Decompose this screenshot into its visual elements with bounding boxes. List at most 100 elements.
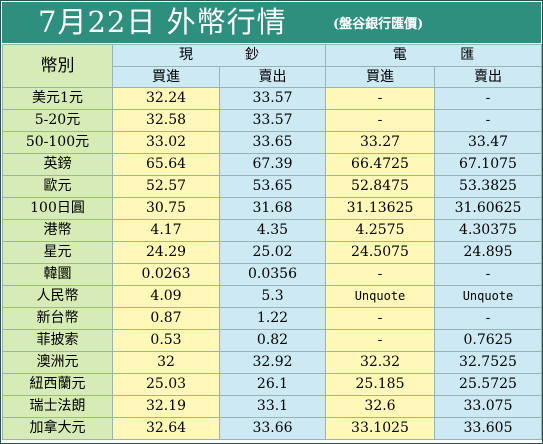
- cash-sell-cell: 33.65: [219, 131, 326, 154]
- currency-name: 澳洲元: [2, 351, 113, 374]
- cash-sell-cell: 5.3: [219, 285, 326, 308]
- wire-header-char-2: 匯: [460, 47, 475, 63]
- table-row: 人民幣 4.09 5.3 Unquote Unquote: [2, 285, 542, 308]
- cash-buy-cell: 24.29: [112, 241, 220, 264]
- currency-name: 加拿大元: [2, 417, 113, 440]
- wire-sell-cell: -: [434, 87, 542, 110]
- currency-name: 人民幣: [2, 285, 113, 308]
- cash-sell-cell: 33.57: [219, 109, 326, 132]
- currency-name: 新台幣: [2, 307, 113, 330]
- cash-sell-cell: 67.39: [219, 153, 326, 176]
- cash-buy-cell: 0.0263: [112, 263, 220, 286]
- cash-group-header: 現 鈔: [112, 44, 326, 67]
- wire-sell-cell: Unquote: [434, 285, 542, 308]
- cash-buy-cell: 30.75: [112, 197, 220, 220]
- cash-buy-cell: 4.17: [112, 219, 220, 242]
- cash-header-char-1: 現: [179, 47, 193, 63]
- currency-header: 幣別: [2, 44, 113, 88]
- wire-buy-cell: 33.27: [325, 131, 435, 154]
- cash-sell-cell: 0.0356: [219, 263, 326, 286]
- cash-buy-cell: 32.19: [112, 395, 220, 418]
- wire-buy-cell: -: [325, 329, 435, 352]
- table-row: 港幣 4.17 4.35 4.2575 4.30375: [2, 219, 542, 242]
- wire-buy-cell: -: [325, 87, 435, 110]
- cash-buy-cell: 32.58: [112, 109, 220, 132]
- currency-name: 紐西蘭元: [2, 373, 113, 396]
- wire-buy-cell: 32.6: [325, 395, 435, 418]
- wire-sell-cell: -: [434, 307, 542, 330]
- wire-buy-cell: -: [325, 109, 435, 132]
- cash-buy-cell: 32: [112, 351, 220, 374]
- cash-sell-cell: 53.65: [219, 175, 326, 198]
- wire-sell-cell: 33.075: [434, 395, 542, 418]
- cash-sell-cell: 4.35: [219, 219, 326, 242]
- cash-sell-cell: 32.92: [219, 351, 326, 374]
- table-row: 澳洲元 32 32.92 32.32 32.7525: [2, 351, 542, 374]
- wire-buy-cell: 32.32: [325, 351, 435, 374]
- wire-sell-cell: 0.7625: [434, 329, 542, 352]
- cash-buy-header: 買進: [112, 66, 220, 88]
- table-row: 紐西蘭元 25.03 26.1 25.185 25.5725: [2, 373, 542, 396]
- wire-sell-cell: 32.7525: [434, 351, 542, 374]
- wire-sell-cell: 25.5725: [434, 373, 542, 396]
- currency-name: 5-20元: [2, 109, 113, 132]
- header-row-groups: 幣別 現 鈔 電 匯: [2, 44, 542, 88]
- cash-buy-cell: 0.53: [112, 329, 220, 352]
- wire-buy-cell: 24.5075: [325, 241, 435, 264]
- wire-sell-cell: 31.60625: [434, 197, 542, 220]
- table-row: 100日圓 30.75 31.68 31.13625 31.60625: [2, 197, 542, 220]
- wire-sell-cell: -: [434, 263, 542, 286]
- currency-name: 港幣: [2, 219, 113, 242]
- cash-sell-cell: 0.82: [219, 329, 326, 352]
- cash-sell-cell: 33.57: [219, 87, 326, 110]
- table-row: 韓圜 0.0263 0.0356- -: [2, 263, 542, 286]
- header-row-columns: 買進 賣出 買進 賣出: [3, 66, 542, 88]
- currency-name: 星元: [2, 241, 113, 264]
- wire-sell-cell: -: [434, 109, 542, 132]
- cash-buy-cell: 0.87: [112, 307, 220, 330]
- wire-sell-cell: 24.895: [434, 241, 542, 264]
- bank-source-label: (盤谷銀行匯價): [333, 17, 424, 32]
- wire-buy-cell: Unquote: [325, 285, 435, 308]
- wire-buy-cell: 25.185: [325, 373, 435, 396]
- currency-name: 美元1元: [2, 87, 113, 110]
- table-row: 瑞士法朗 32.19 33.1 32.6 33.075: [2, 395, 542, 418]
- table-row: 星元 24.29 25.02 24.5075 24.895: [2, 241, 542, 264]
- cash-header-char-2: 鈔: [245, 47, 259, 63]
- currency-name: 100日圓: [2, 197, 113, 220]
- cash-sell-cell: 1.22: [219, 307, 326, 330]
- wire-buy-cell: -: [325, 307, 435, 330]
- table-row: 50-100元 33.02 33.65 33.27 33.47: [2, 131, 542, 154]
- table-row: 新台幣 0.87 1.22- -: [2, 307, 542, 330]
- currency-name: 50-100元: [2, 131, 113, 154]
- table-row: 5-20元 32.58 33.57- -: [2, 109, 542, 132]
- wire-buy-cell: -: [325, 263, 435, 286]
- wire-sell-cell: 33.47: [434, 131, 542, 154]
- wire-sell-cell: 4.30375: [434, 219, 542, 242]
- page-title: 7月22日 外幣行情: [38, 5, 287, 39]
- wire-sell-cell: 53.3825: [434, 175, 542, 198]
- currency-name: 菲披索: [2, 329, 113, 352]
- wire-buy-cell: 52.8475: [325, 175, 435, 198]
- table-row: 菲披索 0.53 0.82-0.7625: [2, 329, 542, 352]
- cash-buy-cell: 65.64: [112, 153, 220, 176]
- cash-sell-cell: 31.68: [219, 197, 326, 220]
- currency-name: 韓圜: [2, 263, 113, 286]
- cash-buy-cell: 33.02: [112, 131, 220, 154]
- cash-sell-cell: 33.1: [219, 395, 326, 418]
- wire-buy-cell: 33.1025: [325, 417, 435, 440]
- table-row: 英鎊 65.64 67.39 66.4725 67.1075: [2, 153, 542, 176]
- cash-sell-cell: 25.02: [219, 241, 326, 264]
- wire-sell-header: 賣出: [434, 66, 542, 88]
- exchange-rate-table: 幣別 現 鈔 電 匯 買進 賣出 買進 賣出: [2, 44, 542, 440]
- wire-header-char-1: 電: [392, 47, 407, 63]
- table-row: 美元1元 32.24 33.57- -: [2, 87, 542, 110]
- cash-sell-cell: 26.1: [219, 373, 326, 396]
- wire-group-header: 電 匯: [325, 44, 542, 67]
- currency-name: 英鎊: [2, 153, 113, 176]
- table-row: 加拿大元 32.64 33.66 33.1025 33.605: [2, 417, 542, 440]
- wire-sell-cell: 67.1075: [434, 153, 542, 176]
- wire-buy-cell: 31.13625: [325, 197, 435, 220]
- currency-name: 瑞士法朗: [2, 395, 113, 418]
